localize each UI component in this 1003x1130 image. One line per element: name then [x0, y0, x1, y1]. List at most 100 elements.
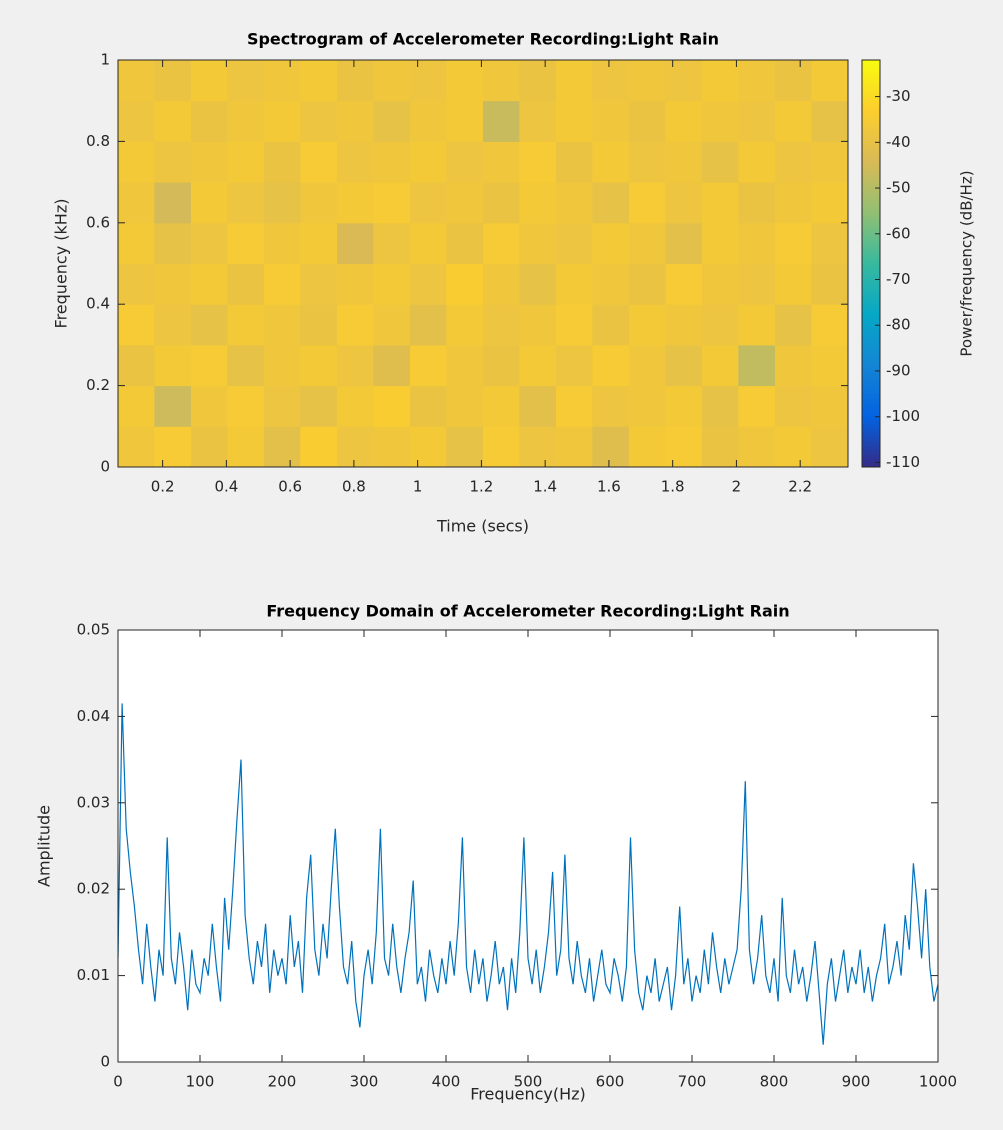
heatmap-cell: [629, 100, 666, 142]
heatmap-cell: [738, 60, 776, 102]
heatmap-cell: [519, 222, 557, 264]
y-tick-label: 0.4: [86, 295, 110, 313]
heatmap-cell: [702, 141, 739, 183]
heatmap-cell: [227, 263, 265, 305]
heatmap-cell: [264, 426, 301, 467]
heatmap-cell: [702, 60, 739, 102]
heatmap-cell: [738, 263, 776, 305]
heatmap-cell: [337, 426, 374, 467]
heatmap-cell: [373, 182, 411, 224]
heatmap-cell: [227, 385, 265, 427]
heatmap-cell: [811, 263, 848, 305]
heatmap-cell: [337, 182, 374, 224]
x-tick-label: 0.8: [342, 478, 366, 496]
colorbar-tick-label: -80: [886, 316, 911, 334]
heatmap-cell: [373, 385, 411, 427]
heatmap-cell: [519, 100, 557, 142]
heatmap-cell: [300, 263, 338, 305]
heatmap-cell: [592, 60, 630, 102]
heatmap: [118, 60, 848, 467]
x-tick-label: 500: [514, 1073, 543, 1091]
heatmap-cell: [373, 426, 411, 467]
heatmap-cell: [373, 100, 411, 142]
heatmap-cell: [300, 222, 338, 264]
heatmap-cell: [373, 263, 411, 305]
y-tick-label: 0.2: [86, 376, 110, 394]
heatmap-cell: [154, 385, 192, 427]
heatmap-cell: [738, 141, 776, 183]
y-tick-label: 0.01: [77, 966, 110, 984]
heatmap-cell: [264, 222, 301, 264]
heatmap-cell: [592, 385, 630, 427]
line-series: [118, 703, 938, 1045]
x-tick-label: 1.4: [533, 478, 557, 496]
heatmap-cell: [665, 222, 703, 264]
heatmap-cell: [519, 304, 557, 346]
heatmap-cell: [337, 304, 374, 346]
y-axis-label: Frequency (kHz): [52, 199, 71, 329]
heatmap-cell: [738, 100, 776, 142]
x-tick-label: 0.2: [151, 478, 175, 496]
heatmap-cell: [556, 385, 593, 427]
heatmap-cell: [337, 141, 374, 183]
colorbar-tick-label: -30: [886, 87, 911, 105]
heatmap-cell: [446, 385, 484, 427]
heatmap-cell: [300, 60, 338, 102]
heatmap-cell: [227, 344, 265, 387]
heatmap-cell: [300, 182, 338, 224]
heatmap-cell: [592, 141, 630, 183]
heatmap-cell: [446, 60, 484, 102]
heatmap-cell: [629, 263, 666, 305]
y-tick-label: 1: [100, 51, 110, 69]
colorbar: [861, 59, 881, 468]
heatmap-cell: [373, 141, 411, 183]
y-tick-label: 0.02: [77, 880, 110, 898]
heatmap-cell: [519, 141, 557, 183]
heatmap-cell: [738, 222, 776, 264]
x-tick-label: 200: [268, 1073, 297, 1091]
colorbar-tick-label: -100: [886, 407, 920, 425]
heatmap-cell: [300, 426, 338, 467]
heatmap-cell: [446, 182, 484, 224]
y-tick-label: 0.05: [77, 621, 110, 639]
heatmap-cell: [300, 385, 338, 427]
heatmap-cell: [483, 100, 520, 142]
x-tick-label: 1: [413, 478, 423, 496]
heatmap-cell: [629, 222, 666, 264]
heatmap-cell: [483, 304, 520, 346]
heatmap-cell: [227, 222, 265, 264]
heatmap-cell: [702, 222, 739, 264]
heatmap-cell: [738, 182, 776, 224]
heatmap-cell: [592, 100, 630, 142]
y-tick-label: 0: [100, 1053, 110, 1071]
heatmap-cell: [337, 263, 374, 305]
x-tick-label: 1.2: [469, 478, 493, 496]
heatmap-cell: [300, 344, 338, 387]
x-tick-label: 0.6: [278, 478, 302, 496]
heatmap-cell: [227, 304, 265, 346]
heatmap-cell: [191, 304, 228, 346]
heatmap-cell: [410, 304, 447, 346]
heatmap-cell: [483, 426, 520, 467]
heatmap-cell: [592, 182, 630, 224]
heatmap-cell: [191, 60, 228, 102]
heatmap-cell: [556, 100, 593, 142]
heatmap-cell: [118, 385, 155, 427]
heatmap-cell: [738, 426, 776, 467]
heatmap-cell: [738, 385, 776, 427]
heatmap-cell: [154, 344, 192, 387]
heatmap-cell: [702, 304, 739, 346]
heatmap-cell: [373, 304, 411, 346]
heatmap-cell: [556, 60, 593, 102]
heatmap-cell: [702, 385, 739, 427]
x-tick-label: 800: [760, 1073, 789, 1091]
y-tick-label: 0.8: [86, 132, 110, 150]
heatmap-cell: [264, 385, 301, 427]
heatmap-cell: [337, 60, 374, 102]
heatmap-cell: [118, 222, 155, 264]
heatmap-cell: [118, 60, 155, 102]
heatmap-cell: [556, 263, 593, 305]
heatmap-cell: [665, 141, 703, 183]
heatmap-cell: [629, 60, 666, 102]
heatmap-cell: [556, 222, 593, 264]
